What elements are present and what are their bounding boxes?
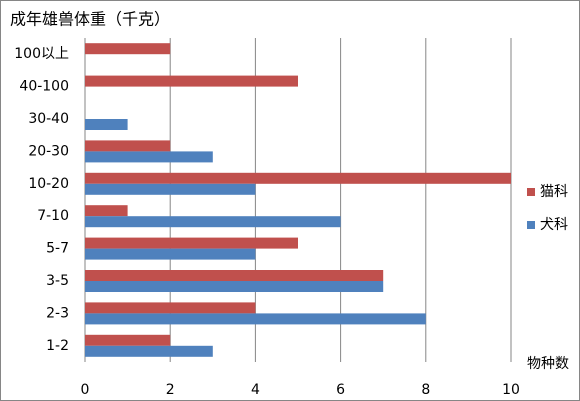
bar: [85, 302, 256, 314]
x-tick-label: 4: [251, 382, 260, 398]
bar: [85, 172, 511, 184]
y-tick-label: 10-20: [28, 176, 69, 192]
legend-label: 犬科: [540, 217, 568, 233]
x-axis-label: 物种数: [527, 356, 569, 372]
bar: [85, 183, 256, 195]
y-tick-label: 1-2: [46, 338, 69, 354]
bar: [85, 248, 256, 260]
x-tick-label: 10: [502, 382, 520, 398]
x-tick-label: 6: [336, 382, 345, 398]
bar: [85, 281, 384, 292]
bar: [85, 205, 128, 217]
y-tick-label: 40-100: [19, 79, 69, 95]
legend-swatch: [527, 221, 535, 229]
y-tick-label: 100以上: [14, 46, 69, 62]
bar: [85, 237, 298, 249]
x-tick-label: 0: [81, 382, 90, 398]
x-tick-label: 8: [421, 382, 430, 398]
bar: [85, 270, 384, 281]
bar: [85, 345, 213, 357]
bar: [85, 43, 171, 55]
chart-title: 成年雄兽体重（千克）: [10, 10, 170, 29]
bar: [85, 119, 128, 130]
x-tick-label: 2: [166, 382, 175, 398]
bar: [85, 151, 213, 163]
bar: [85, 140, 171, 152]
bar: [85, 313, 426, 325]
y-tick-label: 20-30: [28, 143, 69, 159]
y-tick-label: 7-10: [37, 208, 69, 224]
bar: [85, 216, 341, 228]
y-tick-label: 5-7: [46, 241, 69, 257]
y-tick-label: 2-3: [46, 305, 69, 321]
legend-swatch: [527, 188, 535, 196]
y-tick-label: 30-40: [28, 111, 69, 127]
bar: [85, 334, 171, 346]
y-tick-label: 3-5: [46, 273, 69, 289]
legend-label: 猫科: [540, 184, 568, 200]
bar: [85, 75, 298, 87]
